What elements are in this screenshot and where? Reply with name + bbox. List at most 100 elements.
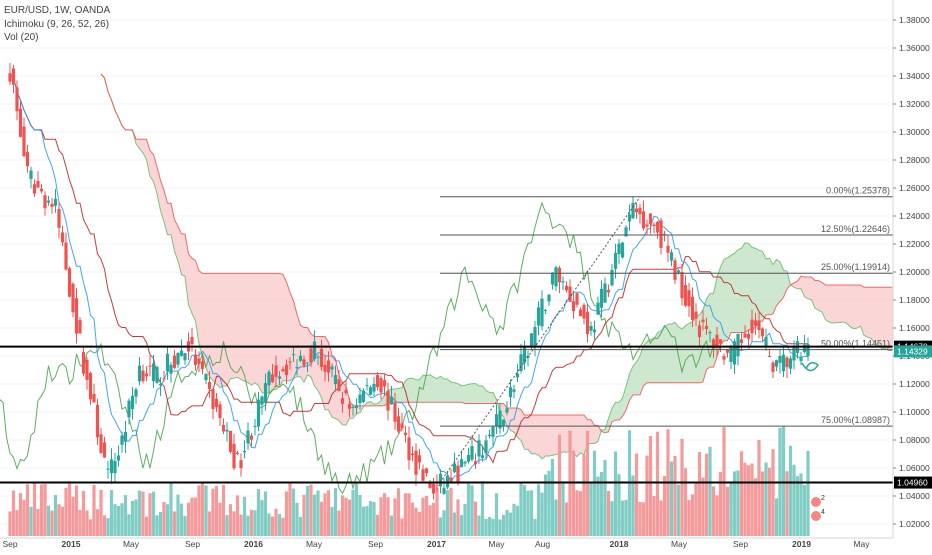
cloud-segment xyxy=(304,327,308,382)
candle-body xyxy=(792,347,795,361)
volume-bar xyxy=(754,478,757,536)
volume-bar xyxy=(519,483,522,536)
candle-body xyxy=(722,356,725,360)
cloud-segment xyxy=(168,203,172,235)
volume-bar xyxy=(803,485,806,536)
symbol-title[interactable]: EUR/USD, 1W, OANDA xyxy=(4,4,110,18)
cloud-segment xyxy=(707,294,711,370)
cloud-segment xyxy=(875,287,879,344)
volume-bar xyxy=(117,506,120,536)
volume-bar xyxy=(33,483,36,536)
volume-legend[interactable]: Vol (20) xyxy=(4,31,110,45)
candle-body xyxy=(243,451,246,452)
candle-body xyxy=(414,451,417,475)
volume-bar xyxy=(19,493,22,536)
candle-body xyxy=(540,299,543,327)
volume-bar xyxy=(775,498,778,536)
candle-body xyxy=(173,356,176,368)
volume-bar xyxy=(260,500,263,536)
volume-bar xyxy=(642,502,645,536)
volume-bar xyxy=(712,486,715,536)
candle-body xyxy=(488,435,491,436)
volume-bar xyxy=(78,510,81,536)
candle-body xyxy=(162,378,165,379)
cloud-segment xyxy=(427,375,431,403)
cloud-segment xyxy=(455,383,459,403)
cloud-segment xyxy=(689,322,693,383)
volume-bar xyxy=(649,436,652,536)
candle-body xyxy=(250,436,253,440)
candle-body xyxy=(579,310,582,316)
volume-bar xyxy=(446,490,449,536)
volume-bar xyxy=(201,483,204,536)
cloud-segment xyxy=(616,402,620,420)
volume-bar xyxy=(792,465,795,536)
volume-bar xyxy=(680,439,683,536)
cloud-segment xyxy=(644,342,648,386)
volume-bar xyxy=(582,455,585,536)
cloud-segment xyxy=(661,327,665,382)
time-tick-label: Sep xyxy=(733,539,748,549)
candle-body xyxy=(631,203,634,218)
candle-body xyxy=(635,209,638,213)
candle-body xyxy=(145,374,148,377)
ichimoku-legend[interactable]: Ichimoku (9, 26, 52, 26) xyxy=(4,18,110,32)
volume-bar xyxy=(334,488,337,536)
volume-bar xyxy=(376,515,379,536)
volume-bar xyxy=(726,487,729,536)
volume-bar xyxy=(302,495,305,536)
cloud-segment xyxy=(577,415,581,457)
price-tick-label: 1.12000 xyxy=(899,379,930,389)
volume-bar xyxy=(547,471,550,536)
candle-body xyxy=(673,260,676,279)
volume-bar xyxy=(470,485,473,536)
volume-bar xyxy=(750,464,753,536)
price-tick-label: 1.20000 xyxy=(899,267,930,277)
volume-bar xyxy=(701,478,704,536)
candle-body xyxy=(75,298,78,333)
candle-body xyxy=(96,405,99,437)
volume-bar xyxy=(540,493,543,536)
cloud-segment xyxy=(742,243,746,333)
volume-bar xyxy=(64,488,67,536)
volume-bar xyxy=(621,501,624,536)
cloud-segment xyxy=(724,258,728,341)
volume-bar xyxy=(26,484,29,536)
candle-body xyxy=(397,416,400,431)
volume-bar xyxy=(512,504,515,536)
volume-bar xyxy=(393,498,396,536)
candle-body xyxy=(323,365,326,372)
cloud-segment xyxy=(430,375,434,403)
volume-bar xyxy=(771,449,774,536)
volume-bar xyxy=(208,512,211,536)
candle-body xyxy=(386,391,389,411)
volume-bar xyxy=(169,482,172,536)
volume-bar xyxy=(691,494,694,536)
fib-level-label: 25.00%(1.19914) xyxy=(821,262,890,272)
cloud-segment xyxy=(413,378,417,402)
cloud-segment xyxy=(826,285,830,322)
volume-bar xyxy=(106,518,109,536)
candle-body xyxy=(327,360,330,372)
candle-body xyxy=(152,363,155,381)
candle-body xyxy=(509,387,512,397)
volume-bar xyxy=(757,440,760,536)
candle-body xyxy=(460,459,463,467)
candle-body xyxy=(649,214,652,225)
cloud-segment xyxy=(829,285,833,323)
volume-bar xyxy=(176,495,179,536)
candle-body xyxy=(148,366,151,367)
candle-body xyxy=(449,478,452,482)
candle-body xyxy=(236,453,239,454)
volume-bar xyxy=(656,432,659,536)
candle-body xyxy=(666,246,669,253)
cloud-segment xyxy=(262,273,266,393)
volume-bar xyxy=(222,485,225,536)
cloud-segment xyxy=(857,285,861,328)
candle-body xyxy=(89,373,92,399)
candle-body xyxy=(134,389,137,396)
candle-body xyxy=(379,378,382,392)
